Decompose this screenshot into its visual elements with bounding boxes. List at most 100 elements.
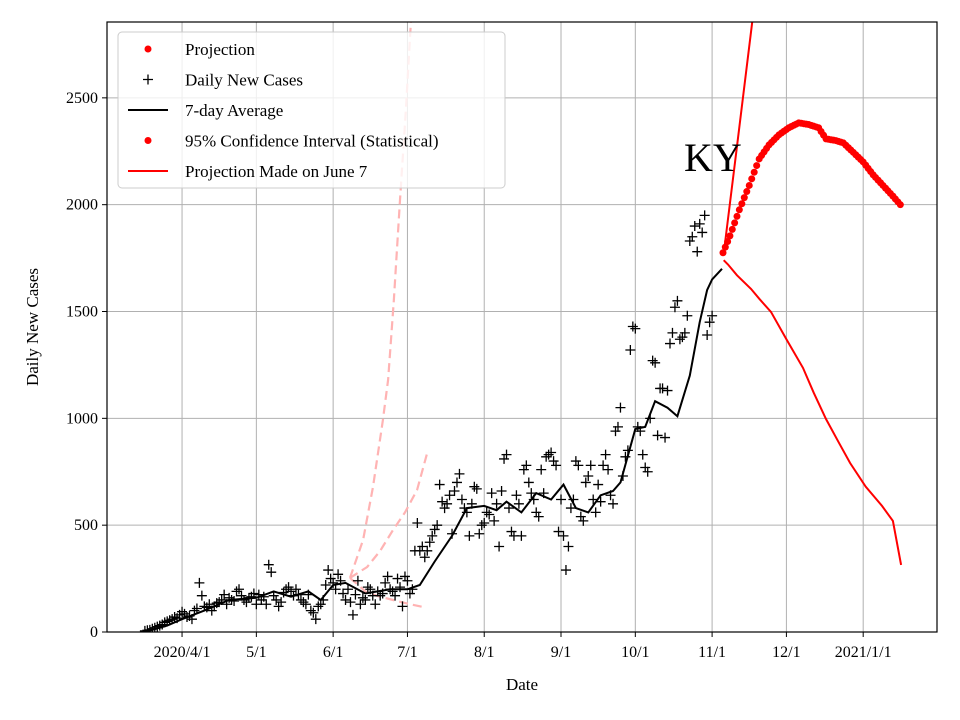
daily-cases-point <box>295 594 306 605</box>
daily-cases-point <box>191 603 202 614</box>
x-tick-label: 7/1 <box>397 644 417 661</box>
daily-cases-point <box>610 426 621 437</box>
legend-dot-icon <box>144 137 152 144</box>
daily-cases-point <box>595 496 606 507</box>
daily-cases-point <box>553 526 564 537</box>
daily-cases-point <box>449 485 460 496</box>
daily-cases-point <box>664 338 675 349</box>
daily-cases-point <box>417 541 428 552</box>
daily-cases-point <box>283 582 294 593</box>
daily-cases-point <box>310 614 321 625</box>
daily-cases-point <box>276 597 287 608</box>
daily-cases-point <box>427 530 438 541</box>
daily-cases-point <box>647 355 658 366</box>
daily-cases-point <box>531 507 542 518</box>
daily-cases-point <box>620 451 631 462</box>
daily-cases-point <box>692 246 703 257</box>
daily-cases-point <box>702 330 713 341</box>
daily-cases-point <box>541 451 552 462</box>
x-tick-label: 6/1 <box>323 644 343 661</box>
daily-cases-point <box>499 453 510 464</box>
daily-cases-point <box>565 503 576 514</box>
projection-point <box>745 181 753 189</box>
daily-cases-point <box>392 573 403 584</box>
daily-cases-point <box>560 565 571 576</box>
daily-cases-point <box>506 526 517 537</box>
state-label: KY <box>684 135 742 180</box>
legend-label: 95% Confidence Interval (Statistical) <box>185 132 439 151</box>
daily-cases-point <box>395 582 406 593</box>
daily-cases-point <box>699 210 710 221</box>
daily-cases-point <box>471 483 482 494</box>
daily-cases-point <box>355 599 366 610</box>
daily-cases-point <box>684 236 695 247</box>
projection-point <box>740 194 748 202</box>
daily-cases-point <box>261 599 272 610</box>
daily-cases-point <box>548 456 559 467</box>
daily-cases-point <box>667 327 678 338</box>
daily-cases-point <box>350 589 361 600</box>
x-tick-label: 2020/4/1 <box>154 644 211 661</box>
daily-cases-point <box>273 601 284 612</box>
daily-cases-point <box>496 485 507 496</box>
daily-cases-point <box>521 460 532 471</box>
daily-cases-point <box>612 421 623 432</box>
daily-cases-point <box>343 584 353 595</box>
daily-cases-point <box>563 541 574 552</box>
daily-cases-point <box>704 317 715 328</box>
legend-label: Projection <box>185 40 255 59</box>
daily-cases-point <box>650 357 661 368</box>
daily-cases-point <box>575 511 586 522</box>
projection-point <box>738 200 746 208</box>
daily-cases-point <box>523 477 534 488</box>
projection-point <box>731 219 739 227</box>
daily-cases-point <box>422 545 433 556</box>
daily-cases-point <box>231 586 242 597</box>
daily-cases-point <box>345 597 356 608</box>
daily-cases-point <box>338 588 349 599</box>
daily-cases-point <box>543 449 554 460</box>
daily-cases-point <box>194 577 205 588</box>
daily-cases-point <box>546 447 557 458</box>
legend-label: 7-day Average <box>185 101 283 120</box>
ci-upper-line <box>722 22 754 254</box>
daily-cases-point <box>234 584 245 595</box>
daily-cases-point <box>481 507 492 518</box>
daily-cases-point <box>513 498 524 509</box>
daily-cases-point <box>380 577 391 588</box>
x-tick-label: 5/1 <box>246 644 266 661</box>
projection-point <box>750 168 758 176</box>
daily-cases-point <box>518 464 529 475</box>
daily-cases-point <box>266 567 277 578</box>
daily-cases-point <box>402 575 413 586</box>
daily-cases-point <box>313 601 324 612</box>
projection-point <box>896 201 904 209</box>
daily-cases-point <box>526 488 537 499</box>
daily-cases-point <box>370 599 381 610</box>
daily-cases-point <box>536 464 547 475</box>
legend-label: Projection Made on June 7 <box>185 162 368 181</box>
daily-cases-point <box>434 479 445 490</box>
daily-cases-point <box>375 590 386 601</box>
daily-cases-point <box>652 430 663 441</box>
daily-cases-point <box>570 456 581 467</box>
daily-cases-point <box>682 310 693 321</box>
daily-cases-point <box>558 530 569 541</box>
projection-point <box>728 225 736 233</box>
plot-frame <box>106 21 938 633</box>
daily-cases-point <box>169 612 180 623</box>
daily-cases-point <box>399 571 410 582</box>
daily-cases-point <box>672 295 683 306</box>
daily-cases-point <box>687 231 698 242</box>
y-tick-label: 2000 <box>66 197 98 214</box>
daily-cases-point <box>437 496 448 507</box>
daily-cases-point <box>533 511 544 522</box>
daily-cases-point <box>662 385 673 396</box>
daily-cases-point <box>177 606 188 617</box>
daily-cases-point <box>419 552 430 563</box>
y-tick-label: 500 <box>74 517 98 534</box>
projection-point <box>743 188 751 196</box>
x-tick-label: 12/1 <box>772 644 800 661</box>
projection-point <box>735 206 743 214</box>
